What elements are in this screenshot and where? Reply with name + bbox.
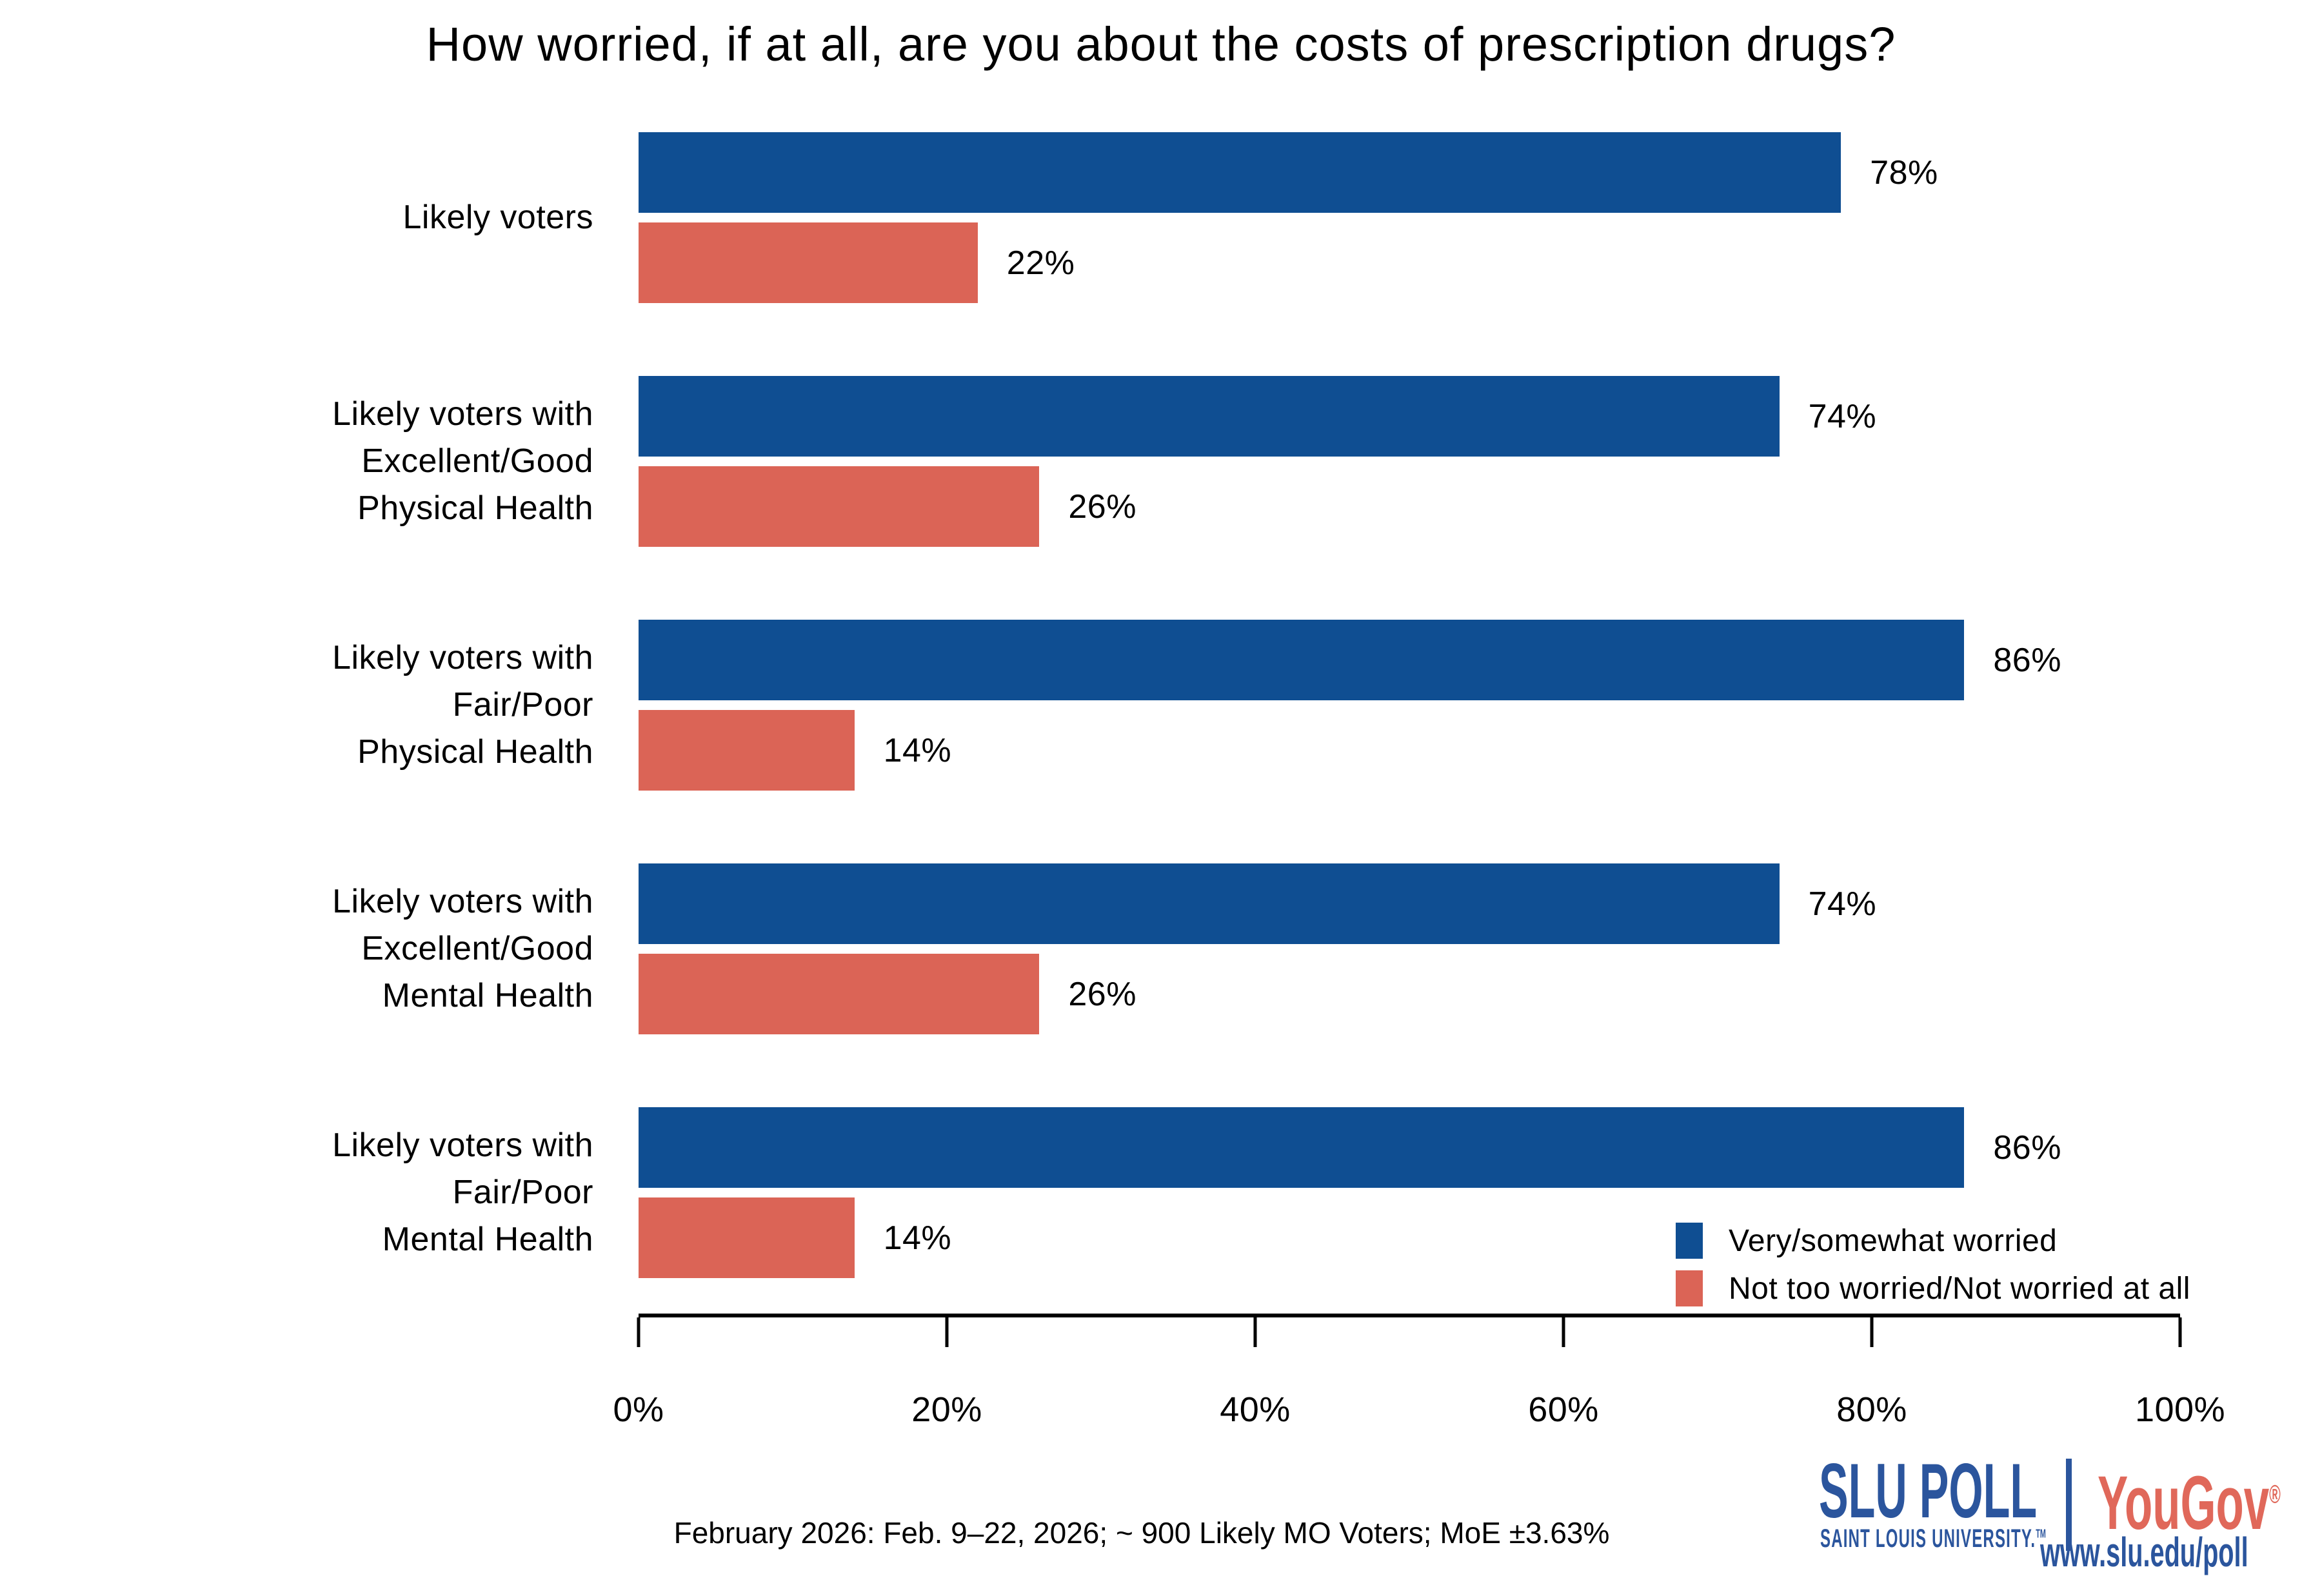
- bar-worried: [639, 620, 1965, 700]
- bar-row-not-worried: 26%: [639, 466, 2180, 547]
- bar-group-excellent-good-physical: Likely voters with Excellent/Good Physic…: [0, 376, 2322, 547]
- legend: Very/somewhat worried Not too worried/No…: [1676, 1223, 2190, 1306]
- bar-worried: [639, 1107, 1965, 1188]
- bar-not-worried: [639, 954, 1040, 1034]
- bar-worried: [639, 863, 1780, 944]
- bar-row-worried: 86%: [639, 1107, 2180, 1188]
- registered-symbol: ®: [2269, 1480, 2281, 1509]
- bar-value-label: 26%: [1068, 975, 1136, 1013]
- trademark-symbol: TM: [2036, 1527, 2046, 1541]
- yougov-logo: YouGov®: [2098, 1461, 2281, 1546]
- logo-divider: [2066, 1459, 2072, 1551]
- bar-value-label: 78%: [1870, 153, 1938, 192]
- x-tick-100: [2178, 1317, 2182, 1347]
- legend-item-worried: Very/somewhat worried: [1676, 1223, 2190, 1259]
- category-label: Likely voters with Fair/Poor Mental Heal…: [332, 1127, 593, 1258]
- category-label: Likely voters: [402, 199, 593, 237]
- bar-value-label: 26%: [1068, 488, 1136, 526]
- x-tick-80: [1870, 1317, 1874, 1347]
- bar-value-label: 14%: [883, 731, 952, 769]
- bar-row-worried: 74%: [639, 376, 2180, 457]
- x-tick-60: [1562, 1317, 1565, 1347]
- legend-label-worried: Very/somewhat worried: [1729, 1223, 2058, 1258]
- category-label: Likely voters with Fair/Poor Physical He…: [332, 639, 593, 771]
- legend-swatch-not-worried-icon: [1676, 1270, 1703, 1306]
- bar-value-label: 14%: [883, 1219, 952, 1257]
- category-label: Likely voters with Excellent/Good Mental…: [332, 883, 593, 1014]
- bar-worried: [639, 376, 1780, 457]
- bar-chart: Likely voters 78% 22% Likely voters with…: [0, 132, 2322, 1351]
- bar-value-label: 74%: [1808, 397, 1877, 435]
- x-tick-label-80: 80%: [1836, 1390, 1907, 1429]
- bar-row-not-worried: 14%: [639, 710, 2180, 791]
- x-tick-label-0: 0%: [613, 1390, 664, 1429]
- bar-group-fair-poor-mental: Likely voters with Fair/Poor Mental Heal…: [0, 1107, 2322, 1278]
- bar-row-not-worried: 26%: [639, 954, 2180, 1034]
- x-tick-20: [945, 1317, 949, 1347]
- slu-university-wordmark: SAINT LOUIS UNIVERSITY.TM: [1820, 1524, 2046, 1553]
- slu-poll-url: www.slu.edu/poll: [2040, 1529, 2248, 1575]
- legend-label-not-worried: Not too worried/Not worried at all: [1729, 1271, 2190, 1306]
- x-tick-label-20: 20%: [911, 1390, 982, 1429]
- bar-value-label: 22%: [1006, 244, 1075, 282]
- bar-group-fair-poor-physical: Likely voters with Fair/Poor Physical He…: [0, 620, 2322, 791]
- bar-row-not-worried: 14%: [639, 1197, 2180, 1278]
- legend-item-not-worried: Not too worried/Not worried at all: [1676, 1270, 2190, 1306]
- x-tick-40: [1253, 1317, 1257, 1347]
- bar-group-excellent-good-mental: Likely voters with Excellent/Good Mental…: [0, 863, 2322, 1034]
- methodology-note: February 2026: Feb. 9–22, 2026; ~ 900 Li…: [673, 1516, 1610, 1550]
- bar-value-label: 74%: [1808, 885, 1877, 923]
- x-tick-label-60: 60%: [1528, 1390, 1599, 1429]
- category-label: Likely voters with Excellent/Good Physic…: [332, 395, 593, 527]
- bar-not-worried: [639, 1197, 855, 1278]
- legend-swatch-worried-icon: [1676, 1223, 1703, 1259]
- bar-not-worried: [639, 222, 978, 303]
- bar-value-label: 86%: [1993, 1128, 2061, 1167]
- bar-not-worried: [639, 710, 855, 791]
- bar-value-label: 86%: [1993, 641, 2061, 679]
- bar-not-worried: [639, 466, 1040, 547]
- bar-row-worried: 74%: [639, 863, 2180, 944]
- bar-worried: [639, 132, 1841, 213]
- x-axis: 0% 20% 40% 60% 80% 100%: [613, 1314, 2225, 1429]
- x-tick-label-40: 40%: [1220, 1390, 1291, 1429]
- x-tick-label-100: 100%: [2134, 1390, 2226, 1429]
- bar-row-worried: 78%: [639, 132, 2180, 213]
- bar-group-likely-voters: Likely voters 78% 22%: [0, 132, 2322, 303]
- bar-row-not-worried: 22%: [639, 222, 2180, 303]
- chart-title: How worried, if at all, are you about th…: [426, 17, 1896, 71]
- bar-row-worried: 86%: [639, 620, 2180, 700]
- slu-poll-logo: SLU POLL: [1819, 1448, 2038, 1534]
- x-tick-0: [637, 1317, 640, 1347]
